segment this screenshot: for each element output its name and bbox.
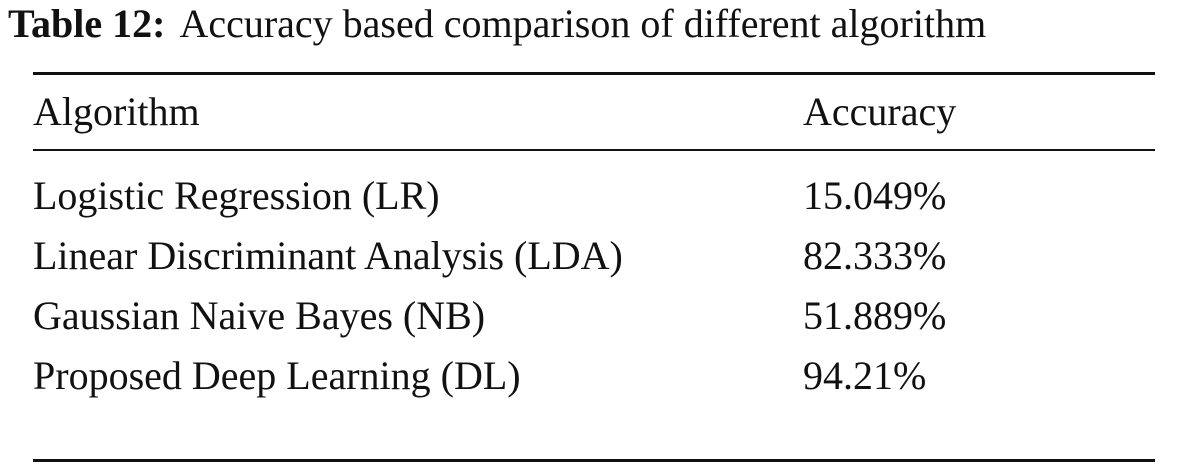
- table-row: Logistic Regression (LR) 15.049%: [33, 150, 956, 230]
- caption-title: Accuracy based comparison of different a…: [179, 1, 987, 46]
- table-row: Gaussian Naive Bayes (NB) 51.889%: [33, 290, 956, 350]
- table: Algorithm Accuracy Logistic Regression (L…: [33, 86, 956, 410]
- top-rule: [33, 72, 1155, 75]
- cell-text: Linear Discriminant Analysis (LDA): [33, 233, 623, 278]
- table-cell: Gaussian Naive Bayes (NB): [33, 290, 803, 350]
- table-cell: Logistic Regression (LR): [33, 150, 803, 230]
- bottom-rule: [33, 459, 1155, 462]
- table-cell: 51.889%: [803, 290, 956, 350]
- cell-text: 15.049%: [803, 173, 947, 218]
- mid-rule: [33, 149, 1155, 151]
- table-cell: Proposed Deep Learning (DL): [33, 350, 803, 410]
- header-cell: Accuracy: [803, 89, 957, 134]
- table-cell: Linear Discriminant Analysis (LDA): [33, 230, 803, 290]
- cell-text: Proposed Deep Learning (DL): [33, 353, 521, 398]
- cell-text: Gaussian Naive Bayes (NB): [33, 293, 486, 338]
- table-row: Linear Discriminant Analysis (LDA) 82.333…: [33, 230, 956, 290]
- table-caption: Table 12: Accuracy based comparison of di…: [8, 0, 986, 48]
- caption-label: Table 12:: [8, 1, 166, 46]
- table-cell: 82.333%: [803, 230, 956, 290]
- cell-text: Logistic Regression (LR): [33, 173, 440, 218]
- cell-text: 94.21%: [803, 353, 927, 398]
- table-row: Proposed Deep Learning (DL) 94.21%: [33, 350, 956, 410]
- cell-text: 51.889%: [803, 293, 947, 338]
- table-cell: 94.21%: [803, 350, 956, 410]
- table-cell: 15.049%: [803, 150, 956, 230]
- cell-text: 82.333%: [803, 233, 947, 278]
- header-cell: Algorithm: [33, 89, 200, 134]
